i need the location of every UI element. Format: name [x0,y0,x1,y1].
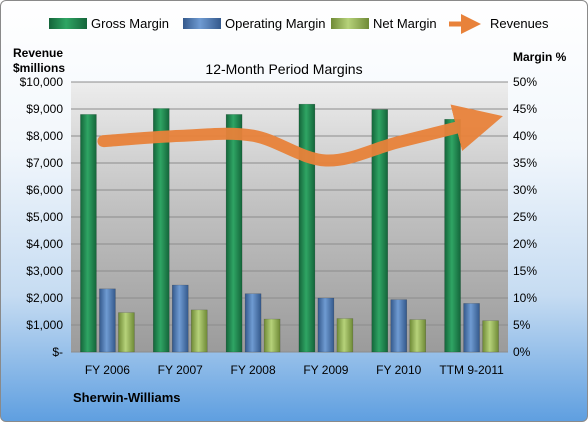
left-tick-label: $7,000 [26,156,63,170]
category-label: TTM 9-2011 [439,363,504,377]
left-tick-label: $6,000 [26,183,63,197]
left-tick-label: $- [52,345,63,359]
legend-label-gross-margin: Gross Margin [91,16,169,31]
bar-net-margin [409,319,426,353]
right-tick-label: 30% [513,183,537,197]
right-tick-label: 45% [513,102,537,116]
bar-operating-margin [244,293,262,353]
right-tick-label: 25% [513,210,537,224]
legend-label-operating-margin: Operating Margin [225,16,325,31]
company-label: Sherwin-Williams [73,390,181,405]
right-tick-label: 5% [513,318,531,332]
bars [80,103,499,353]
bar-gross-margin [225,114,243,353]
revenue-series-line [97,104,503,167]
left-tick-label: $1,000 [26,318,63,332]
bar-operating-margin [172,284,189,353]
left-tick-label: $2,000 [26,291,63,305]
bar-gross-margin [444,119,461,353]
legend-swatch-gross-margin [49,18,87,29]
left-tick-label: $10,000 [20,75,64,89]
left-tick-label: $5,000 [26,210,63,224]
left-tick-label: $4,000 [26,237,63,251]
legend: Gross Margin Operating Margin Net Margin… [49,14,549,34]
category-label: FY 2007 [158,363,203,377]
left-axis-label-line2: $millions [13,61,65,75]
left-tick-label: $3,000 [26,264,63,278]
bar-operating-margin [390,299,407,353]
bar-net-margin [263,318,281,353]
category-label: FY 2008 [231,363,276,377]
category-label: FY 2009 [303,363,348,377]
right-axis-ticks: 0% 5% 10% 15% 20% 25% 30% 35% 40% 45% 50% [513,75,537,359]
bar-gross-margin [371,109,388,353]
right-tick-label: 0% [513,345,531,359]
category-label: FY 2010 [376,363,421,377]
left-tick-label: $8,000 [26,129,63,143]
bar-net-margin [336,318,354,353]
bar-gross-margin [80,114,97,353]
revenue-line [97,104,503,167]
bar-net-margin [482,320,499,353]
left-tick-label: $9,000 [26,102,63,116]
right-axis-label: Margin % [513,50,567,64]
right-tick-label: 20% [513,237,537,251]
bar-operating-margin [463,303,480,353]
bar-gross-margin [298,103,316,353]
right-tick-label: 50% [513,75,537,89]
right-tick-label: 35% [513,156,537,170]
right-tick-label: 10% [513,291,537,305]
legend-swatch-operating-margin [183,18,221,29]
bar-net-margin [118,312,135,353]
left-axis-ticks: $- $1,000 $2,000 $3,000 $4,000 $5,000 $6,000 $7… [20,75,64,359]
bar-operating-margin [317,297,335,353]
left-axis-label-line1: Revenue [13,46,63,60]
category-label: FY 2006 [85,363,130,377]
right-tick-label: 40% [513,129,537,143]
category-labels: FY 2006 FY 2007 FY 2008 FY 2009 FY 2010 TTM 9… [85,363,504,377]
legend-label-revenues: Revenues [490,16,549,31]
chart-title: 12-Month Period Margins [205,61,362,77]
bar-net-margin [191,309,208,353]
legend-label-net-margin: Net Margin [373,16,437,31]
legend-swatch-net-margin [331,18,369,29]
right-tick-label: 15% [513,264,537,278]
bar-operating-margin [99,288,116,353]
bar-gross-margin [153,108,170,353]
